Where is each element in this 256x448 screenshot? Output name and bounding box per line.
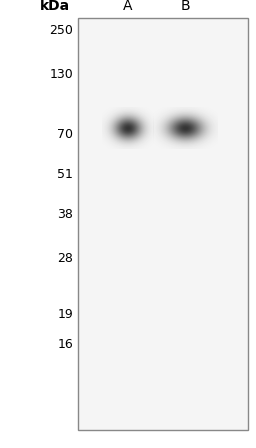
FancyBboxPatch shape [78,18,248,430]
Text: 70: 70 [57,129,73,142]
Text: 38: 38 [57,208,73,221]
Text: 250: 250 [49,23,73,36]
Text: kDa: kDa [40,0,70,13]
Text: 19: 19 [57,309,73,322]
Text: 28: 28 [57,251,73,264]
Text: A: A [123,0,133,13]
Text: 16: 16 [57,339,73,352]
Text: B: B [180,0,190,13]
Text: 130: 130 [49,69,73,82]
Text: 51: 51 [57,168,73,181]
